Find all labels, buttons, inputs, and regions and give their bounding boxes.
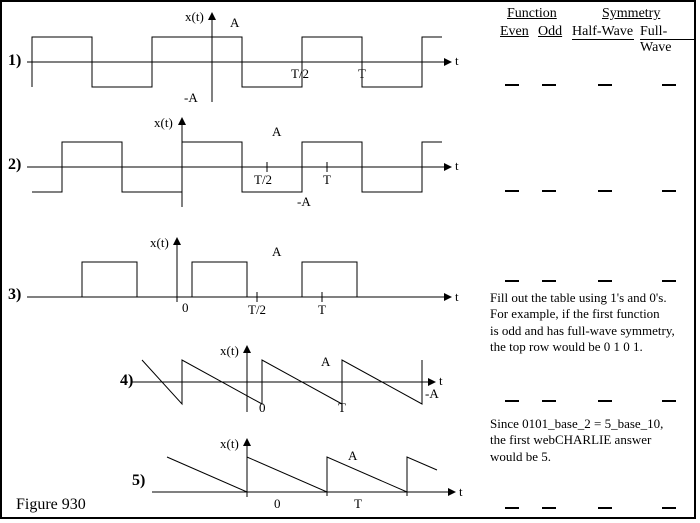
p1-xt: x(t) (185, 9, 204, 25)
row-2-label: 2) (8, 156, 21, 174)
ans-5-even (505, 507, 519, 509)
ans-2-even (505, 190, 519, 192)
p5-zero: 0 (274, 496, 281, 512)
ans-1-odd (542, 84, 556, 86)
p3-t: t (455, 289, 459, 305)
p3-T: T (318, 302, 326, 318)
ans-2-odd (542, 190, 556, 192)
p2-Thalf: T/2 (254, 172, 272, 188)
instr-line3: is odd and has full-wave symmetry, (490, 323, 690, 339)
p2-A: A (272, 124, 281, 140)
plot-5 (152, 440, 454, 497)
p1-T: T (358, 66, 366, 82)
figure-frame: 1) 2) 3) 4) 5) x(t) A -A T/2 T t x(t) A … (0, 0, 696, 519)
row-5-label: 5) (132, 472, 145, 490)
instructions-block-1: Fill out the table using 1's and 0's. Fo… (490, 290, 690, 355)
instr-line6: the first webCHARLIE answer (490, 432, 690, 448)
ans-3-odd (542, 280, 556, 282)
ans-2-full (662, 190, 676, 192)
p1-A: A (230, 15, 239, 31)
hdr-function: Function (507, 6, 557, 22)
p3-xt: x(t) (150, 235, 169, 251)
instructions-block-2: Since 0101_base_2 = 5_base_10, the first… (490, 416, 690, 465)
p5-xt: x(t) (220, 436, 239, 452)
p5-t: t (459, 484, 463, 500)
ans-5-half (598, 507, 612, 509)
p1-negA: -A (184, 90, 198, 106)
p2-xt: x(t) (154, 115, 173, 131)
p1-t: t (455, 53, 459, 69)
p2-T: T (323, 172, 331, 188)
ans-4-half (598, 400, 612, 402)
p5-A: A (348, 448, 357, 464)
figure-label: Figure 930 (16, 496, 86, 514)
p4-T: T (338, 400, 346, 416)
ans-3-half (598, 280, 612, 282)
ans-3-full (662, 280, 676, 282)
underline-full (640, 39, 696, 40)
instr-line4: the top row would be 0 1 0 1. (490, 339, 690, 355)
p2-t: t (455, 158, 459, 174)
p4-zero: 0 (259, 400, 266, 416)
ans-1-half (598, 84, 612, 86)
hdr-even: Even (500, 24, 529, 40)
ans-1-full (662, 84, 676, 86)
p3-zero: 0 (182, 300, 189, 316)
row-1-label: 1) (8, 52, 21, 70)
p5-T: T (354, 496, 362, 512)
row-3-label: 3) (8, 286, 21, 304)
p1-Thalf: T/2 (291, 66, 309, 82)
row-4-label: 4) (120, 372, 133, 390)
ans-3-even (505, 280, 519, 282)
ans-5-full (662, 507, 676, 509)
ans-4-odd (542, 400, 556, 402)
p4-negA: -A (425, 386, 439, 402)
p2-negA: -A (297, 194, 311, 210)
ans-2-half (598, 190, 612, 192)
p3-A: A (272, 244, 281, 260)
plot-4 (132, 347, 434, 412)
hdr-halfwave: Half-Wave (572, 24, 633, 40)
hdr-symmetry: Symmetry (602, 6, 660, 22)
hdr-fullwave: Full-Wave (640, 24, 694, 56)
ans-4-even (505, 400, 519, 402)
p4-A: A (321, 354, 330, 370)
p3-Thalf: T/2 (248, 302, 266, 318)
ans-5-odd (542, 507, 556, 509)
ans-1-even (505, 84, 519, 86)
instr-line7: would be 5. (490, 449, 690, 465)
hdr-odd: Odd (538, 24, 562, 40)
p4-xt: x(t) (220, 343, 239, 359)
plot-3 (27, 239, 450, 302)
plot-2 (27, 119, 450, 207)
p4-t: t (439, 373, 443, 389)
underline-half (572, 39, 634, 40)
instr-line5: Since 0101_base_2 = 5_base_10, (490, 416, 690, 432)
instr-line1: Fill out the table using 1's and 0's. (490, 290, 690, 306)
instr-line2: For example, if the first function (490, 306, 690, 322)
ans-4-full (662, 400, 676, 402)
